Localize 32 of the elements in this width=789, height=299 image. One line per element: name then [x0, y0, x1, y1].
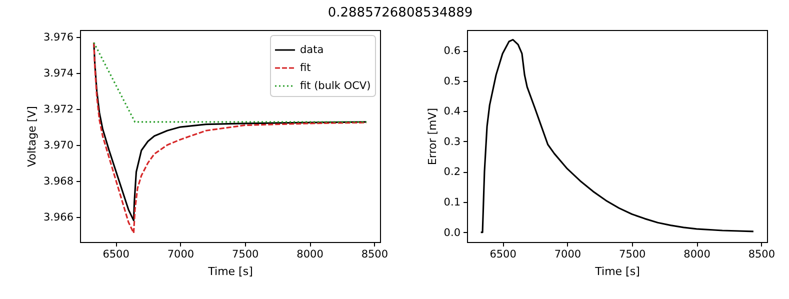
x-axis-title: Time [s]: [594, 265, 640, 278]
y-tick-label: 3.976: [43, 32, 74, 44]
y-tick-label: 3.968: [43, 175, 74, 188]
x-tick-label: 6500: [490, 248, 516, 260]
y-axis-title: Voltage [V]: [25, 106, 38, 167]
y-tick-label: 3.974: [43, 68, 74, 80]
x-tick-label: 7500: [232, 248, 259, 260]
x-axis-title: Time [s]: [207, 265, 253, 278]
chart-title: 0.2885726808534889: [328, 6, 473, 20]
legend-label: fit (bulk OCV): [300, 80, 371, 92]
y-tick-label: 0.1: [444, 196, 460, 209]
y-tick-label: 0.5: [444, 75, 460, 88]
y-tick-label: 0.2: [444, 166, 460, 178]
x-tick-label: 8000: [296, 248, 324, 260]
y-tick-label: 3.966: [43, 211, 74, 224]
x-tick-label: 6500: [102, 248, 130, 260]
y-axis-title: Error [mV]: [426, 108, 439, 166]
x-tick-label: 8500: [748, 248, 776, 260]
x-tick-label: 8000: [684, 248, 710, 260]
x-tick-label: 7000: [167, 248, 194, 260]
y-tick-label: 3.972: [43, 104, 74, 116]
y-tick-label: 0.0: [444, 226, 460, 239]
y-tick-label: 0.4: [444, 106, 461, 118]
x-tick-label: 7000: [554, 248, 582, 260]
y-tick-label: 0.3: [444, 136, 460, 148]
y-tick-label: 0.6: [444, 45, 461, 58]
line-series: [480, 38, 754, 234]
y-tick-label: 3.970: [43, 139, 74, 152]
x-tick-label: 8500: [361, 248, 388, 260]
legend-label: fit: [300, 62, 311, 74]
legend-label: data: [300, 44, 324, 56]
x-tick-label: 7500: [619, 248, 646, 260]
